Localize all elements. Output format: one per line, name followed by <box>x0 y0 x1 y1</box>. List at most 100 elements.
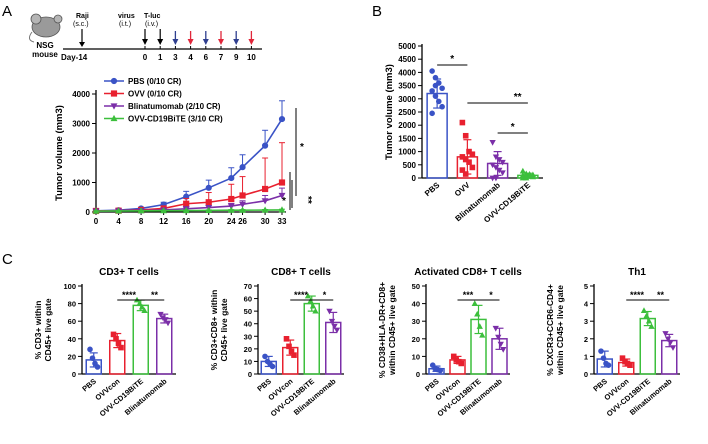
data-point <box>627 362 633 368</box>
data-point <box>328 318 336 325</box>
dose-arrowhead <box>142 39 148 45</box>
data-point <box>164 320 172 327</box>
data-point <box>489 162 496 169</box>
data-point <box>239 206 246 213</box>
data-point <box>227 206 235 213</box>
y-axis-label: % CD3+ within <box>33 301 43 360</box>
y-tick-label: 500 <box>403 161 417 170</box>
data-point <box>435 98 442 105</box>
data-point <box>269 363 276 370</box>
data-point <box>429 110 435 117</box>
data-point <box>459 167 466 173</box>
data-point <box>92 207 100 214</box>
y-axis-label: % CD38+HLA-DR+CD8+ <box>377 282 387 378</box>
y-axis-label: within CD45+ live gate <box>387 285 397 376</box>
sig-label: * <box>323 290 327 300</box>
data-point <box>600 355 607 361</box>
y-axis-label: CD45+ live gate <box>43 298 53 361</box>
sig-label: * <box>511 122 515 133</box>
tcell-dose-arrowhead <box>248 39 255 45</box>
y-tick-label: 3 <box>584 317 588 326</box>
data-point <box>496 157 503 163</box>
data-point <box>239 192 246 199</box>
data-point <box>183 200 190 207</box>
data-point <box>432 93 439 99</box>
y-tick-label: 0 <box>86 208 91 217</box>
timeline-day-label: 4 <box>188 53 193 62</box>
data-point <box>664 336 672 343</box>
data-point <box>499 170 506 177</box>
y-tick-label: 20 <box>68 352 76 361</box>
sig-label: *** <box>463 290 474 300</box>
y-tick-label: 4 <box>584 300 589 309</box>
timeline-day-label: 9 <box>234 53 239 62</box>
bar <box>132 304 149 375</box>
y-tick-label: 0 <box>412 174 417 183</box>
raji-route: (s.c.) <box>73 21 89 28</box>
virus-dose-arrowhead <box>233 39 240 45</box>
data-point <box>278 115 286 123</box>
data-point <box>262 353 268 360</box>
y-tick-label: 3000 <box>398 95 416 104</box>
data-point <box>499 159 506 166</box>
virus-dose-arrowhead <box>202 39 209 45</box>
tumor-volume-bar-chart: 0 500 1000 1500 2000 2500 3000 3500 4000 4500 5000… <box>384 42 543 225</box>
data-point <box>526 173 533 179</box>
data-point <box>160 207 168 214</box>
x-tick-label: PBS <box>423 180 442 198</box>
data-point <box>662 331 669 337</box>
data-point <box>598 348 604 354</box>
timeline-day-label: 6 <box>204 53 209 62</box>
data-point <box>459 119 466 126</box>
chart-title: Activated CD8+ T cells <box>414 267 522 278</box>
treatment-timeline: NSG mouse Day-14 Raji (s.c.) virus (i.t.… <box>28 13 262 62</box>
data-point <box>182 206 190 214</box>
data-point <box>307 297 314 304</box>
legend-marker <box>110 90 118 97</box>
y-tick-label: 60 <box>244 295 252 304</box>
timeline-day-label: 1 <box>158 53 163 62</box>
y-tick-label: 40 <box>68 335 76 344</box>
data-point <box>228 174 235 182</box>
data-point <box>474 310 481 317</box>
sig-label: ** <box>151 290 159 300</box>
y-axis-label: Tumor volume (mm3) <box>54 105 65 201</box>
x-tick-label: Blinatumomab <box>123 376 169 417</box>
data-point <box>239 164 246 171</box>
y-tick-label: 10 <box>412 352 420 361</box>
data-point <box>312 307 319 314</box>
virus-label: virus <box>118 13 135 20</box>
data-point <box>437 367 444 374</box>
y-tick-label: 60 <box>68 317 76 326</box>
virus-route: (i.t.) <box>119 21 131 28</box>
th1-bar-chart: 0 1 2 3 4 5 Th1 % CXCR3+CCR6-CD4+ within CD45+ l… <box>545 267 680 418</box>
y-axis-label: % CXCR3+CCR6-CD4+ <box>545 284 555 376</box>
data-point <box>291 352 297 358</box>
data-point <box>462 132 469 139</box>
data-point <box>228 195 235 203</box>
sig-label: * <box>282 196 286 207</box>
mouse-icon <box>28 13 63 43</box>
data-point <box>492 154 500 161</box>
y-tick-label: 40 <box>412 300 420 309</box>
series-3 <box>92 206 286 214</box>
sig-label: * <box>489 290 493 300</box>
data-point <box>138 303 146 310</box>
tluc-label: T-luc <box>144 13 160 20</box>
data-point <box>286 343 292 350</box>
timeline-day-label: 3 <box>173 53 178 62</box>
sig-label: * <box>300 142 304 153</box>
data-point <box>227 203 235 210</box>
data-point <box>605 362 612 369</box>
y-tick-label: 3000 <box>72 120 90 129</box>
y-tick-label: 1000 <box>398 148 416 157</box>
tumor-growth-line-chart: 0 1000 2000 3000 4000 0 4 8 12 16 20 24 26 30 33 Tumor … <box>54 77 313 226</box>
y-tick-label: 0 <box>584 370 588 379</box>
y-tick-label: 4000 <box>398 68 416 77</box>
sig-label: **** <box>630 290 645 300</box>
data-point <box>331 323 338 330</box>
y-tick-label: 0 <box>72 370 76 379</box>
x-tick-label: 24 <box>227 217 236 226</box>
data-point <box>439 103 445 110</box>
